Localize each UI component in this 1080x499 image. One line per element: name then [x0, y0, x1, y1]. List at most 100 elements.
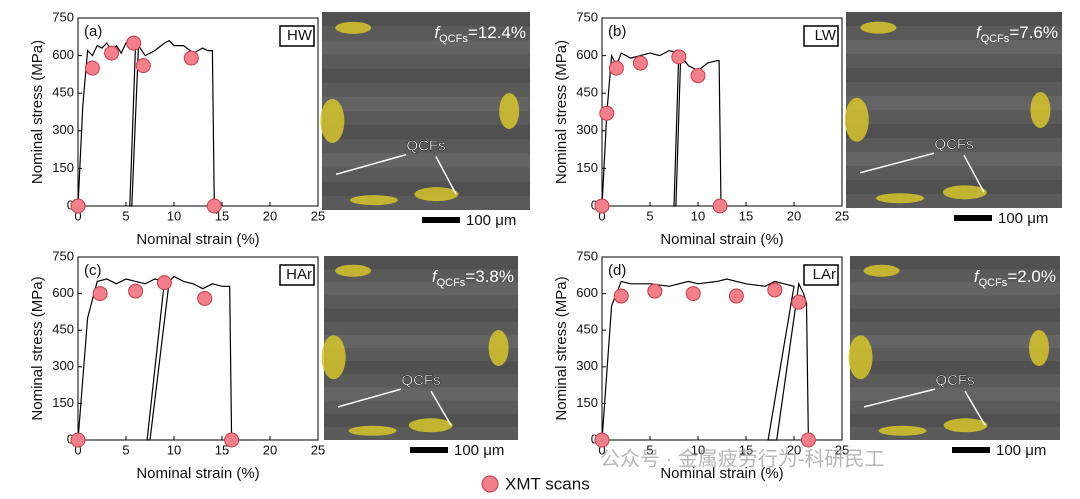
xmt-scan-point — [712, 198, 728, 214]
fraction-symbol: f — [974, 267, 981, 286]
y-tick-label: 600 — [576, 47, 598, 62]
qcf-region — [348, 425, 397, 436]
xmt-scan-point — [126, 35, 142, 51]
xmt-scan-point — [104, 45, 120, 61]
texture — [850, 282, 1060, 296]
y-tick-label: 750 — [576, 248, 598, 263]
qcf-arrow — [335, 153, 407, 176]
texture — [850, 334, 1060, 348]
qcf-region — [414, 187, 459, 202]
xmt-scan-point — [594, 432, 610, 448]
texture — [322, 68, 530, 83]
texture — [850, 361, 1060, 375]
scale-bar — [422, 217, 460, 223]
y-tick-label: 300 — [576, 358, 598, 373]
fraction-symbol: f — [434, 23, 441, 42]
xmt-scan-point — [608, 60, 624, 76]
x-axis-label: Nominal strain (%) — [136, 465, 259, 482]
xmt-scan-point — [632, 55, 648, 71]
x-axis-label: Nominal strain (%) — [136, 231, 259, 248]
fraction-value: =12.4% — [468, 23, 526, 42]
y-axis-label: Nominal stress (MPa) — [553, 40, 570, 184]
fraction-symbol: f — [976, 23, 983, 42]
fraction-label: fQCFs=3.8% — [432, 267, 514, 288]
y-tick-label: 300 — [52, 122, 74, 137]
texture — [322, 153, 530, 168]
texture — [324, 308, 518, 322]
y-axis-label: Nominal stress (MPa) — [29, 40, 46, 184]
sample-box — [803, 25, 839, 47]
qcf-region — [1030, 92, 1051, 128]
y-tick-label: 600 — [52, 285, 74, 300]
stress-strain-curve — [601, 278, 809, 441]
y-tick-label: 450 — [576, 85, 598, 100]
fraction-subscript: QCFs — [437, 277, 466, 289]
watermark: 公众号 · 金属疲劳行为-科研民工 — [600, 447, 884, 470]
texture — [846, 12, 1062, 26]
texture — [324, 282, 518, 296]
qcf-region — [943, 418, 988, 433]
qcf-arrow — [964, 390, 986, 426]
qcf-region — [408, 418, 453, 433]
y-tick-label: 450 — [576, 322, 598, 337]
x-tick-label: 20 — [787, 208, 801, 223]
xmt-scan-point — [183, 50, 199, 66]
x-tick-label: 15 — [739, 442, 753, 457]
scale-bar-label: 100 μm — [454, 442, 504, 459]
panel-label: (c) — [84, 262, 102, 279]
qcf-region — [876, 193, 924, 204]
texture — [850, 256, 1060, 270]
texture — [324, 334, 518, 348]
y-axis-label: Nominal stress (MPa) — [553, 276, 570, 420]
qcf-arrow — [337, 388, 402, 408]
texture — [322, 125, 530, 140]
fraction-value: =7.6% — [1009, 23, 1058, 42]
xmt-scan-point — [685, 286, 701, 302]
legend-label: XMT scans — [505, 474, 590, 493]
qcf-arrow — [435, 156, 457, 195]
texture — [324, 387, 518, 401]
fraction-value: =2.0% — [1007, 267, 1056, 286]
fraction-subscript: QCFs — [439, 33, 468, 45]
texture — [322, 12, 530, 27]
x-axis-label: Nominal strain (%) — [660, 465, 783, 482]
x-tick-label: 15 — [739, 208, 753, 223]
qcf-region — [878, 425, 927, 436]
x-tick-label: 10 — [691, 208, 705, 223]
qcf-region — [335, 21, 372, 34]
xmt-scan-point — [84, 60, 100, 76]
y-axis-label: Nominal stress (MPa) — [29, 276, 46, 420]
qcf-region — [499, 93, 520, 129]
scale-bar-label: 100 μm — [998, 210, 1048, 227]
x-tick-label: 20 — [263, 442, 277, 457]
x-tick-label: 10 — [167, 442, 181, 457]
panel-label: (a) — [84, 23, 102, 40]
y-tick-label: 150 — [576, 160, 598, 175]
panel-label: (d) — [608, 262, 626, 279]
sample-label: HW — [287, 27, 313, 44]
texture — [846, 152, 1062, 166]
qcf-region — [860, 21, 897, 34]
qcf-arrow — [430, 390, 452, 426]
y-tick-label: 750 — [52, 9, 74, 24]
xmt-scan-point — [594, 198, 610, 214]
xmt-scan-point — [613, 288, 629, 304]
qcf-arrow — [863, 388, 936, 408]
y-tick-label: 0 — [591, 431, 598, 446]
qcf-region — [844, 97, 869, 142]
xmt-scan-point — [92, 286, 108, 302]
xmt-scan-point — [767, 282, 783, 298]
qcf-region — [488, 330, 509, 366]
x-tick-label: 5 — [122, 208, 129, 223]
y-tick-label: 0 — [591, 197, 598, 212]
fraction-subscript: QCFs — [981, 33, 1010, 45]
y-tick-label: 0 — [67, 431, 74, 446]
xmt-scan-point — [599, 105, 615, 121]
x-tick-label: 5 — [122, 442, 129, 457]
qcf-annotation: QCFs — [406, 138, 445, 155]
texture — [324, 361, 518, 375]
qcf-annotation: QCFs — [401, 372, 440, 389]
xmt-scan-point — [671, 49, 687, 65]
stress-strain-curve — [77, 39, 215, 207]
